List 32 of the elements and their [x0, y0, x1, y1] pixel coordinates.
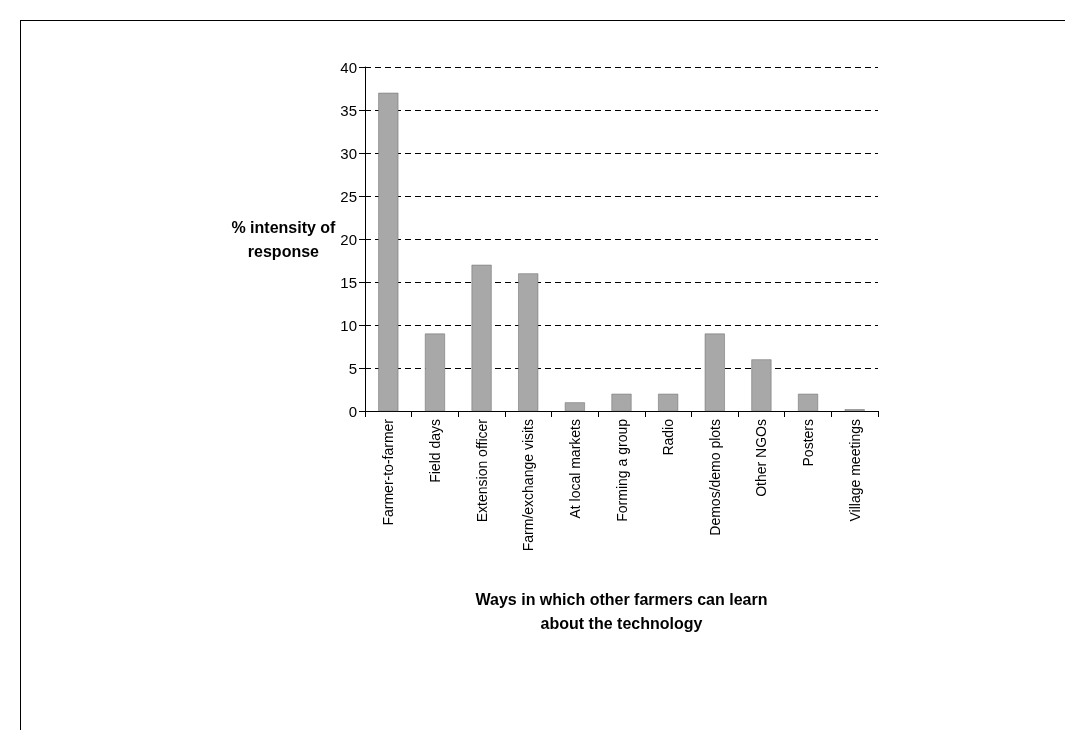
y-tick-label: 0	[348, 402, 357, 420]
y-tick-label: 20	[340, 230, 357, 248]
x-tick-label: Radio	[660, 418, 677, 456]
bar	[798, 393, 819, 411]
bar	[751, 359, 772, 411]
bar	[611, 393, 632, 411]
x-tick-label: At local markets	[566, 419, 583, 519]
bar	[424, 333, 445, 411]
bar	[518, 273, 539, 411]
bar	[378, 92, 399, 411]
y-tick-label: 10	[340, 316, 357, 334]
y-tick-label: 40	[340, 58, 357, 76]
y-axis-title: % intensity of response	[231, 218, 337, 260]
x-tick-label: Farm/exchange visits	[520, 419, 537, 552]
bar	[658, 393, 679, 411]
x-tick-label: Other NGOs	[753, 419, 770, 497]
x-tick-label: Field days	[426, 419, 443, 483]
y-tick-label: 35	[340, 101, 357, 119]
x-tick-label: Posters	[800, 419, 817, 467]
y-tick-label: 25	[340, 187, 357, 205]
x-tick-label: Farmer-to-farmer	[380, 418, 397, 526]
y-tick-label: 15	[340, 273, 357, 291]
x-axis-title: Ways in which other farmers can learn about the technology	[475, 590, 768, 632]
x-tick-label: Extension officer	[473, 418, 490, 523]
y-tick-label: 30	[340, 144, 357, 162]
x-tick-label: Forming a group	[613, 418, 630, 522]
y-tick-label: 5	[348, 359, 357, 377]
bar	[564, 402, 585, 411]
bar	[471, 264, 492, 411]
x-tick-label: Village meetings	[846, 419, 863, 522]
bar	[704, 333, 725, 411]
x-tick-label: Demos/demo plots	[706, 419, 723, 536]
